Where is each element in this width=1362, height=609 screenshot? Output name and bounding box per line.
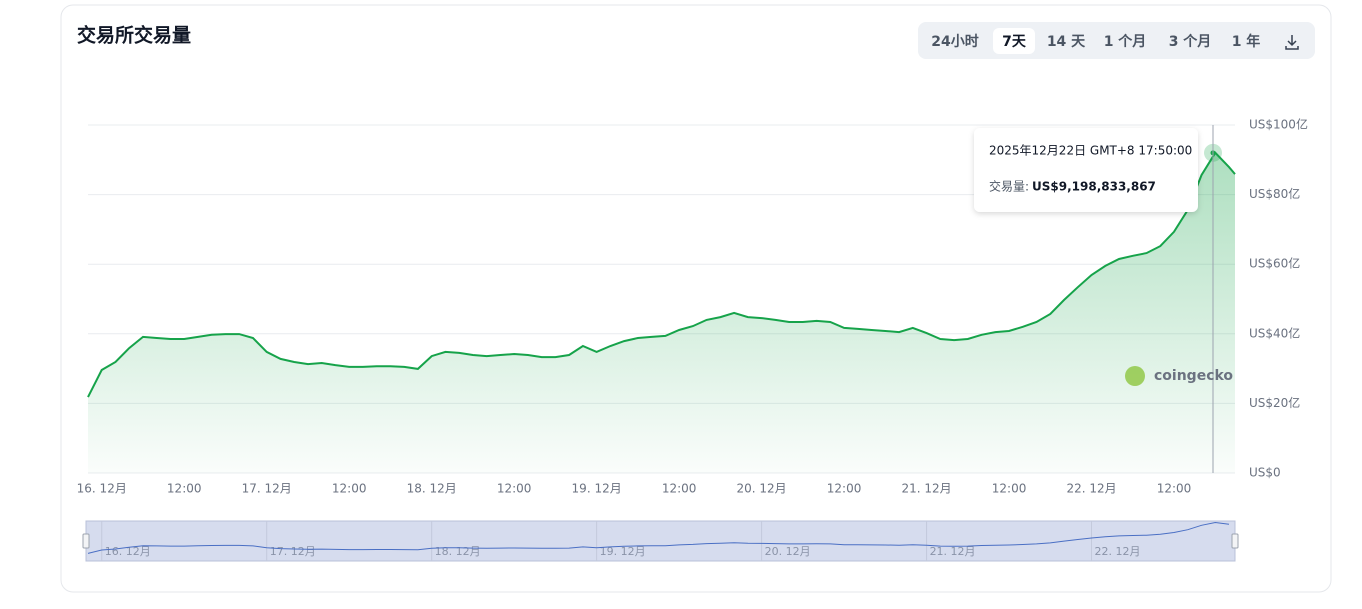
y-tick-label: US$0 xyxy=(1249,466,1281,480)
range-button[interactable]: 3 个月 xyxy=(1169,33,1212,50)
x-tick-label: 12:00 xyxy=(827,482,862,496)
x-tick-label: 20. 12月 xyxy=(737,482,787,496)
navigator-label: 21. 12月 xyxy=(930,545,976,558)
tooltip xyxy=(974,128,1198,212)
x-tick-label: 12:00 xyxy=(167,482,202,496)
navigator-handle[interactable] xyxy=(1231,533,1239,549)
x-tick-label: 18. 12月 xyxy=(407,482,457,496)
range-button[interactable]: 7天 xyxy=(1002,34,1027,50)
y-tick-label: US$100亿 xyxy=(1249,117,1308,132)
range-button[interactable]: 24小时 xyxy=(931,33,978,50)
navigator-label: 16. 12月 xyxy=(105,545,151,558)
x-tick-label: 12:00 xyxy=(497,482,532,496)
x-tick-label: 12:00 xyxy=(1157,482,1192,496)
x-tick-label: 22. 12月 xyxy=(1066,482,1116,496)
watermark-logo xyxy=(1125,366,1145,386)
navigator-handle[interactable] xyxy=(82,533,90,549)
x-tick-label: 21. 12月 xyxy=(901,482,951,496)
area-fill xyxy=(88,152,1235,474)
tooltip-value: US$9,198,833,867 xyxy=(1032,180,1156,194)
navigator-label: 22. 12月 xyxy=(1095,545,1141,558)
x-tick-label: 16. 12月 xyxy=(77,482,127,496)
active-range xyxy=(993,28,1035,54)
watermark: coingecko xyxy=(1154,368,1233,384)
range-button[interactable]: 14 天 xyxy=(1047,34,1086,50)
chart-title: 交易所交易量 xyxy=(77,24,191,47)
x-tick-label: 17. 12月 xyxy=(242,482,292,496)
y-tick-label: US$40亿 xyxy=(1249,325,1300,340)
x-tick-label: 19. 12月 xyxy=(572,482,622,496)
navigator-label: 17. 12月 xyxy=(270,545,316,558)
y-tick-label: US$80亿 xyxy=(1249,186,1300,201)
y-tick-label: US$20亿 xyxy=(1249,395,1300,410)
navigator-label: 19. 12月 xyxy=(600,545,646,558)
x-tick-label: 12:00 xyxy=(662,482,697,496)
x-tick-label: 12:00 xyxy=(332,482,367,496)
download-icon xyxy=(1285,35,1299,50)
range-button[interactable]: 1 年 xyxy=(1232,33,1261,50)
navigator-label: 20. 12月 xyxy=(765,545,811,558)
y-tick-label: US$60亿 xyxy=(1249,256,1300,271)
range-button[interactable]: 1 个月 xyxy=(1104,33,1147,50)
navigator-label: 18. 12月 xyxy=(435,545,481,558)
line xyxy=(87,151,1236,398)
x-tick-label: 12:00 xyxy=(992,482,1027,496)
download-button[interactable] xyxy=(1285,35,1299,50)
tooltip-label: 交易量: xyxy=(989,179,1029,194)
tooltip-date: 2025年12月22日 GMT+8 17:50:00 xyxy=(989,144,1192,158)
navigator-line xyxy=(87,521,1230,554)
